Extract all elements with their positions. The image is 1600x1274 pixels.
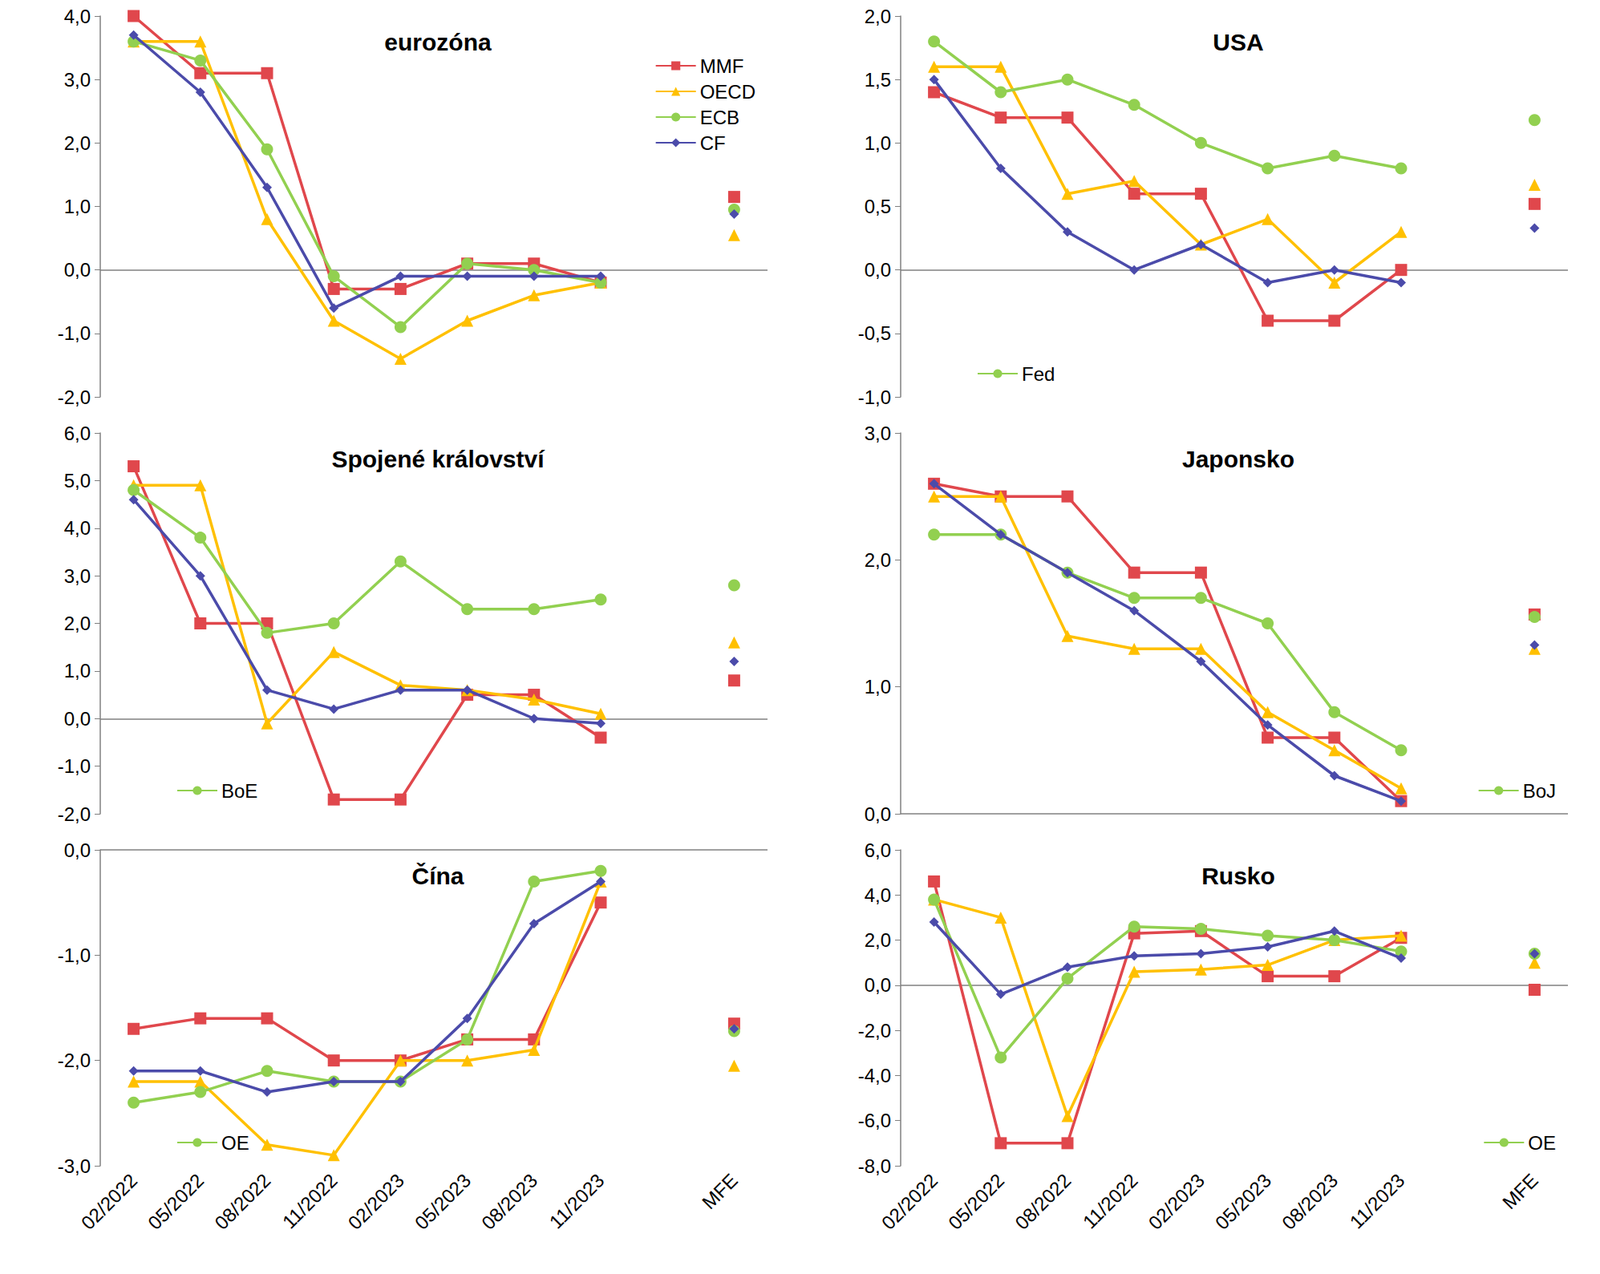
svg-text:Japonsko: Japonsko	[1182, 445, 1295, 473]
svg-text:05/2022: 05/2022	[943, 1169, 1009, 1234]
svg-text:05/2023: 05/2023	[1211, 1169, 1276, 1234]
svg-text:0,0: 0,0	[64, 708, 91, 730]
svg-text:4,0: 4,0	[64, 517, 91, 539]
svg-text:-8,0: -8,0	[858, 1155, 892, 1178]
svg-text:02/2023: 02/2023	[344, 1169, 409, 1234]
svg-text:6,0: 6,0	[864, 839, 892, 862]
svg-text:2,0: 2,0	[864, 5, 892, 28]
svg-text:02/2022: 02/2022	[76, 1169, 142, 1234]
svg-text:-0,5: -0,5	[858, 322, 892, 345]
svg-text:2,0: 2,0	[864, 929, 892, 952]
svg-text:-1,0: -1,0	[57, 944, 91, 967]
svg-text:USA: USA	[1212, 28, 1264, 56]
svg-text:08/2023: 08/2023	[1277, 1169, 1342, 1234]
svg-text:05/2022: 05/2022	[143, 1169, 208, 1234]
svg-text:4,0: 4,0	[64, 5, 91, 28]
svg-text:4,0: 4,0	[864, 884, 892, 907]
svg-text:0,0: 0,0	[64, 259, 91, 281]
svg-text:0,5: 0,5	[864, 195, 892, 218]
svg-text:-4,0: -4,0	[858, 1065, 892, 1087]
svg-text:08/2022: 08/2022	[210, 1169, 275, 1234]
svg-text:-2,0: -2,0	[57, 386, 91, 409]
svg-text:-6,0: -6,0	[858, 1109, 892, 1132]
svg-text:MFE: MFE	[1498, 1169, 1543, 1214]
svg-text:-1,0: -1,0	[57, 322, 91, 345]
svg-text:eurozóna: eurozóna	[384, 28, 492, 56]
svg-text:11/2022: 11/2022	[278, 1169, 342, 1233]
svg-text:OE: OE	[221, 1132, 250, 1155]
svg-text:BoJ: BoJ	[1523, 780, 1556, 803]
svg-text:BoE: BoE	[221, 780, 258, 803]
svg-text:02/2023: 02/2023	[1144, 1169, 1209, 1234]
svg-text:11/2023: 11/2023	[1344, 1169, 1409, 1233]
svg-text:2,0: 2,0	[64, 612, 91, 635]
svg-text:OE: OE	[1527, 1132, 1556, 1155]
svg-text:0,0: 0,0	[864, 974, 892, 997]
svg-text:MFE: MFE	[697, 1169, 742, 1214]
svg-text:1,5: 1,5	[864, 68, 892, 91]
svg-text:0,0: 0,0	[64, 839, 91, 862]
svg-text:5,0: 5,0	[64, 469, 91, 492]
svg-text:3,0: 3,0	[864, 422, 892, 445]
svg-text:05/2023: 05/2023	[410, 1169, 475, 1234]
svg-text:ECB: ECB	[700, 106, 740, 129]
svg-text:Rusko: Rusko	[1201, 862, 1276, 890]
svg-text:1,0: 1,0	[864, 132, 892, 154]
svg-text:3,0: 3,0	[64, 68, 91, 91]
svg-text:-1,0: -1,0	[57, 755, 91, 778]
svg-text:-2,0: -2,0	[858, 1020, 892, 1042]
svg-text:-1,0: -1,0	[858, 386, 892, 409]
svg-text:6,0: 6,0	[64, 422, 91, 445]
svg-text:Čína: Čína	[411, 862, 464, 890]
svg-text:02/2022: 02/2022	[877, 1169, 942, 1234]
svg-text:CF: CF	[700, 132, 726, 154]
svg-text:2,0: 2,0	[864, 549, 892, 572]
svg-text:Fed: Fed	[1021, 363, 1055, 385]
svg-text:2,0: 2,0	[64, 132, 91, 154]
svg-text:1,0: 1,0	[64, 195, 91, 218]
svg-text:Spojené království: Spojené království	[331, 445, 546, 473]
svg-text:-3,0: -3,0	[57, 1155, 91, 1178]
svg-text:MMF: MMF	[700, 55, 745, 77]
svg-text:08/2023: 08/2023	[477, 1169, 542, 1234]
svg-text:3,0: 3,0	[64, 565, 91, 588]
svg-text:11/2022: 11/2022	[1078, 1169, 1143, 1233]
svg-text:1,0: 1,0	[864, 676, 892, 698]
svg-text:0,0: 0,0	[864, 259, 892, 281]
svg-text:0,0: 0,0	[864, 803, 892, 826]
svg-text:-2,0: -2,0	[57, 1049, 91, 1072]
svg-text:OECD: OECD	[700, 81, 756, 103]
svg-text:11/2023: 11/2023	[544, 1169, 608, 1233]
svg-text:1,0: 1,0	[64, 660, 91, 682]
svg-text:08/2022: 08/2022	[1010, 1169, 1075, 1234]
svg-text:-2,0: -2,0	[57, 803, 91, 826]
